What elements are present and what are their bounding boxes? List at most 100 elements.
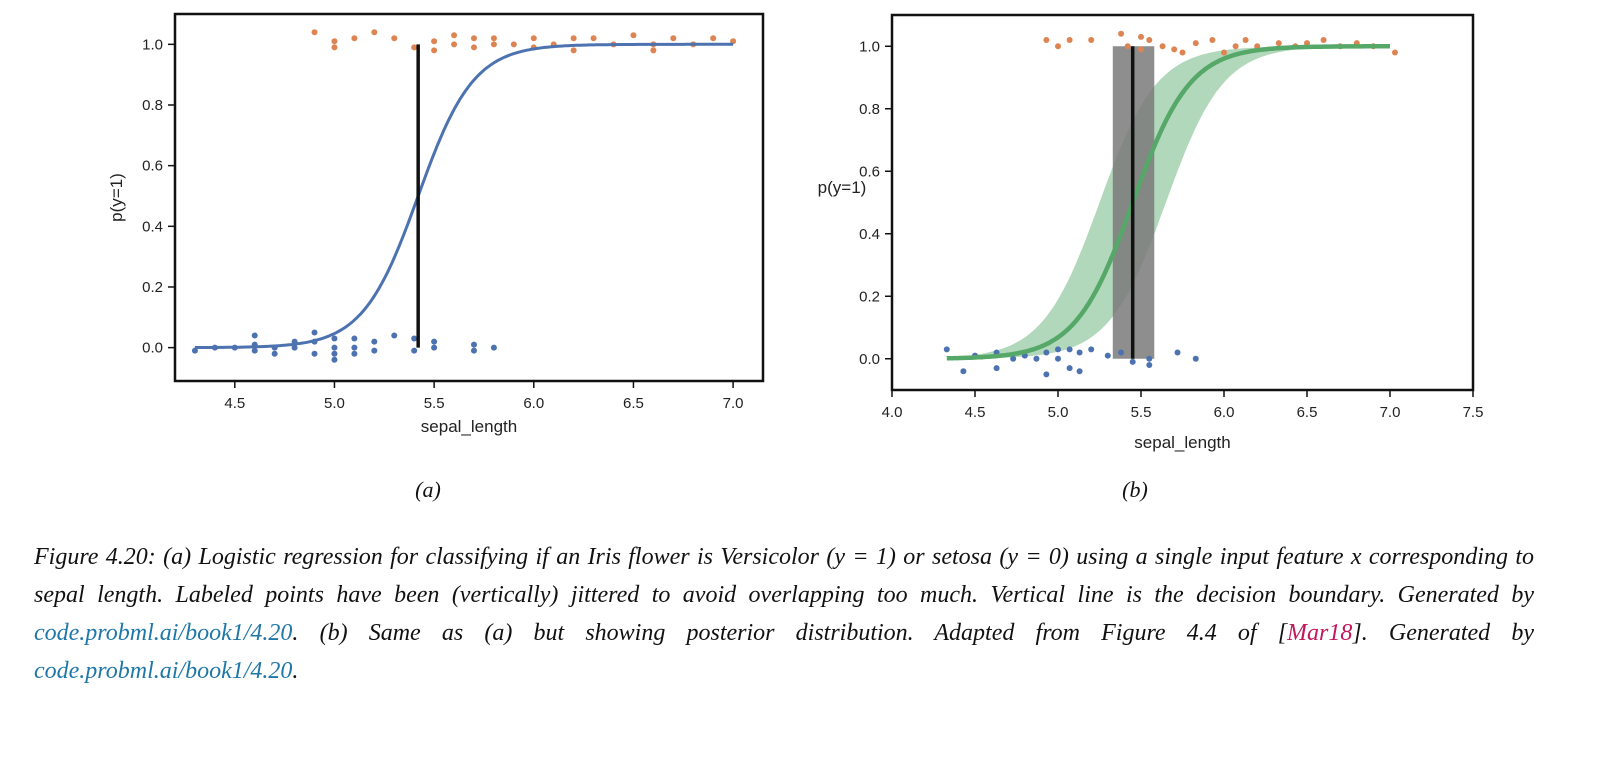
point-y0 (470, 347, 477, 354)
y-tick-label: 0.8 (859, 101, 880, 118)
y-tick-label: 0.6 (142, 158, 163, 175)
point-y0 (1146, 355, 1153, 362)
y-tick-label: 0.4 (142, 218, 163, 235)
x-tick-label: 7.0 (723, 395, 744, 412)
x-tick-label: 6.0 (523, 395, 544, 412)
point-y0 (1118, 349, 1125, 356)
point-y1 (1043, 37, 1050, 43)
panel-label: (a) (415, 477, 441, 502)
x-tick-label: 6.5 (623, 395, 644, 412)
point-y1 (431, 38, 438, 45)
point-y1 (1192, 40, 1199, 47)
axes-frame (890, 13, 1475, 392)
point-y1 (1242, 37, 1249, 43)
point-y1 (391, 35, 398, 42)
x-tick-label: 4.0 (882, 404, 903, 421)
code-link-2[interactable]: code.probml.ai/book1/4.20 (34, 658, 293, 684)
point-y1 (490, 41, 497, 48)
point-y0 (371, 347, 378, 354)
point-y0 (1104, 352, 1111, 359)
point-y1 (570, 47, 577, 54)
code-link-1[interactable]: code.probml.ai/book1/4.20 (34, 620, 293, 646)
y-tick-label: 0.0 (859, 351, 880, 368)
y-tick-label: 0.6 (859, 163, 880, 180)
point-y0 (371, 338, 378, 345)
point-y0 (1076, 368, 1083, 375)
point-y0 (490, 344, 497, 351)
logistic-curve (946, 44, 1390, 361)
point-y0 (331, 335, 338, 342)
point-y1 (1209, 37, 1216, 43)
point-y0 (191, 347, 198, 354)
x-tick-label: 7.5 (1463, 404, 1484, 421)
point-y1 (1254, 43, 1261, 50)
point-y1 (1275, 40, 1282, 47)
point-y0 (1146, 362, 1153, 368)
point-y1 (470, 44, 477, 51)
y-axis-label: p(y=1) (818, 178, 867, 197)
point-y0 (351, 335, 358, 342)
point-y1 (351, 35, 358, 42)
x-axis-label: sepal_length (421, 417, 517, 436)
point-y1 (1391, 49, 1398, 56)
point-y0 (411, 347, 418, 354)
point-y0 (470, 341, 477, 348)
point-y0 (993, 365, 1000, 372)
point-y0 (391, 332, 398, 339)
y-tick-label: 1.0 (859, 38, 880, 55)
y-tick-label: 0.4 (859, 226, 880, 243)
point-y1 (1232, 43, 1239, 50)
y-axis-label: p(y=1) (107, 173, 126, 222)
point-y0 (311, 350, 318, 357)
point-y0 (1192, 355, 1199, 362)
panel-b: 4.0 4.5 5.0 5.5 6.0 6.5 7.0 7.5 0.0 0.2 0.4 0.6 0.8 1… (818, 13, 1484, 502)
point-y1 (650, 47, 657, 54)
caption-end: . (292, 658, 299, 684)
x-tick-label: 4.5 (965, 404, 986, 421)
point-y1 (1088, 37, 1095, 43)
citation-link[interactable]: Mar18 (1287, 620, 1353, 646)
point-y0 (1055, 346, 1061, 353)
x-axis-label: sepal_length (1134, 433, 1230, 452)
point-y0 (1174, 349, 1181, 356)
y-tick-label: 0.2 (859, 288, 880, 305)
axes-frame (173, 12, 765, 383)
point-y1 (670, 35, 677, 42)
panel-label: (b) (1122, 477, 1148, 502)
y-tick-label: 0.0 (142, 340, 163, 357)
caption-middle: . (b) Same as (a) but showing posterior … (292, 620, 1288, 646)
point-y0 (351, 350, 358, 357)
point-y1 (1304, 40, 1310, 47)
point-y1 (1066, 37, 1073, 43)
x-tick-label: 4.5 (224, 395, 245, 412)
point-y1 (1138, 33, 1144, 40)
point-y0 (1076, 349, 1083, 356)
point-y0 (1129, 358, 1136, 365)
figure-caption: Figure 4.20: (a) Logistic regression for… (34, 538, 1534, 690)
point-y1 (470, 35, 477, 42)
point-y0 (1066, 346, 1073, 353)
point-y0 (1066, 365, 1073, 372)
point-y0 (331, 344, 338, 351)
point-y1 (1124, 43, 1131, 50)
point-y1 (451, 32, 458, 39)
point-y0 (251, 347, 258, 354)
point-y0 (1043, 349, 1050, 356)
point-y1 (510, 41, 517, 48)
point-y0 (331, 356, 338, 363)
point-y0 (1043, 371, 1050, 378)
point-y0 (943, 346, 950, 353)
point-y1 (331, 44, 338, 51)
point-y1 (730, 38, 737, 45)
point-y0 (431, 338, 438, 345)
point-y1 (1138, 46, 1144, 53)
point-y1 (371, 29, 378, 36)
point-y1 (431, 47, 438, 54)
point-y0 (291, 344, 298, 351)
point-y0 (1010, 355, 1017, 362)
point-y1 (1118, 30, 1125, 37)
x-tick-label: 7.0 (1380, 404, 1401, 421)
x-tick-label: 5.0 (324, 395, 345, 412)
point-y1 (1146, 37, 1153, 43)
y-tick-label: 0.8 (142, 97, 163, 114)
